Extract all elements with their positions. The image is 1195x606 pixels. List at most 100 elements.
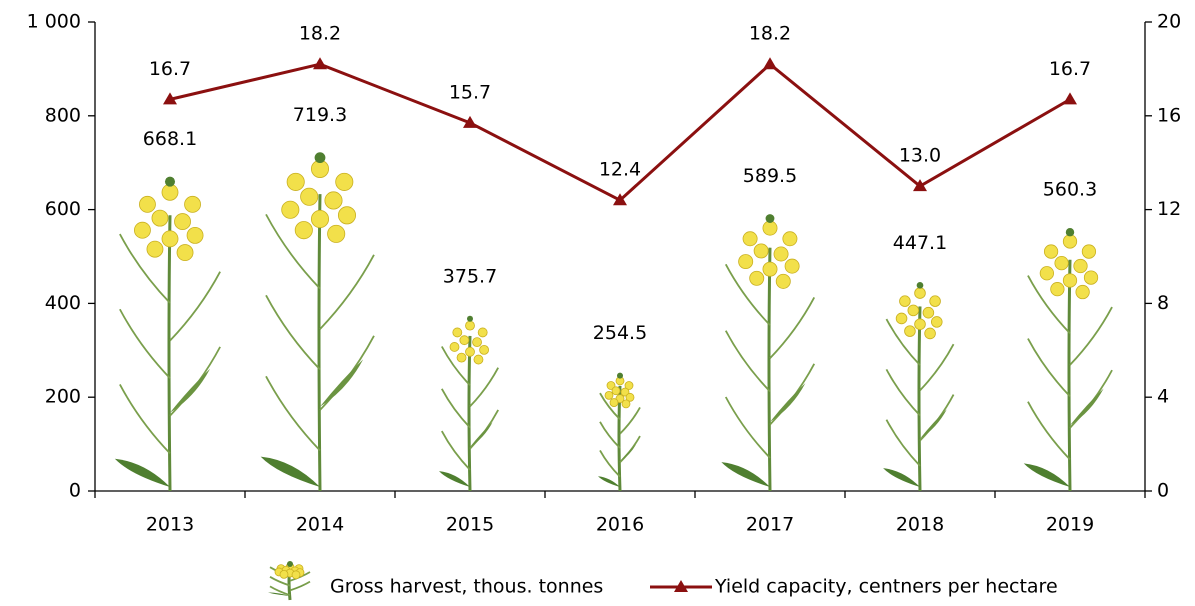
line-value-label: 12.4 bbox=[599, 159, 641, 181]
plant-branch bbox=[442, 389, 470, 428]
line-value-label: 15.7 bbox=[449, 81, 491, 103]
plant-branch bbox=[600, 422, 620, 448]
plant-flower bbox=[763, 221, 777, 235]
plant-flower bbox=[465, 347, 474, 356]
plant-bud bbox=[165, 177, 175, 187]
y-tick-label: 0 bbox=[69, 480, 81, 502]
bar-value-label: 589.5 bbox=[743, 165, 797, 187]
plant-flower bbox=[776, 274, 790, 288]
y2-tick-label: 16 bbox=[1157, 104, 1181, 126]
plant-branch bbox=[266, 295, 320, 369]
bar-value-label: 560.3 bbox=[1043, 179, 1097, 201]
plant-flower bbox=[754, 244, 768, 258]
plant-flower bbox=[915, 319, 926, 330]
line-value-label: 18.2 bbox=[299, 23, 341, 45]
y-tick-label: 600 bbox=[45, 198, 81, 220]
bar-value-label: 668.1 bbox=[143, 128, 197, 150]
plant-flower bbox=[785, 259, 799, 273]
x-tick-label: 2018 bbox=[896, 514, 944, 536]
plant-flower bbox=[287, 173, 304, 190]
plant-flower bbox=[896, 313, 907, 324]
y-tick-label: 400 bbox=[45, 292, 81, 314]
plant-branch bbox=[1028, 339, 1070, 397]
bar bbox=[883, 282, 953, 491]
plant-bud bbox=[467, 316, 473, 322]
plant-flower bbox=[185, 196, 201, 212]
line-value-label: 16.7 bbox=[1049, 58, 1091, 80]
plant-leaf bbox=[883, 468, 920, 487]
plant-leaf bbox=[170, 369, 210, 413]
plant-flower bbox=[1074, 259, 1087, 272]
y2-tick-label: 12 bbox=[1157, 198, 1181, 220]
bar-value-label: 719.3 bbox=[293, 104, 347, 126]
plant-leaf bbox=[439, 471, 470, 487]
legend-label: Gross harvest, thous. tonnes bbox=[330, 576, 603, 598]
plant-leaf bbox=[1024, 463, 1070, 487]
plant-flower bbox=[457, 353, 466, 362]
plant-branch bbox=[266, 376, 320, 450]
y2-tick-label: 20 bbox=[1157, 11, 1181, 33]
plant-branch bbox=[120, 384, 170, 453]
plant-flower bbox=[915, 288, 926, 299]
plant-flower bbox=[325, 192, 342, 209]
plant-branch bbox=[1028, 276, 1070, 334]
plant-flower bbox=[925, 328, 936, 339]
plant-flower bbox=[905, 326, 916, 337]
plant-flower bbox=[453, 328, 462, 337]
plant-flower bbox=[450, 342, 459, 351]
x-tick-label: 2013 bbox=[146, 514, 194, 536]
plant-flower bbox=[612, 387, 620, 395]
plant-flower bbox=[460, 336, 469, 345]
plant-stem bbox=[769, 248, 770, 491]
plant-branch bbox=[726, 264, 770, 325]
y-tick-label: 1 000 bbox=[27, 11, 81, 33]
legend: Gross harvest, thous. tonnesYield capaci… bbox=[268, 561, 1058, 600]
plant-flower bbox=[139, 196, 155, 212]
plant-leaf bbox=[261, 457, 320, 487]
plant-flower bbox=[923, 307, 934, 318]
plant-flower bbox=[175, 214, 191, 230]
plant-bud bbox=[287, 561, 293, 567]
plant-flower bbox=[1082, 245, 1095, 258]
plant-flower bbox=[750, 271, 764, 285]
y-tick-label: 200 bbox=[45, 386, 81, 408]
plant-flower bbox=[147, 241, 163, 257]
bar bbox=[598, 373, 640, 491]
plant-leaf bbox=[920, 409, 947, 438]
bar bbox=[115, 177, 220, 491]
plant-stem bbox=[169, 215, 170, 491]
y2-tick-label: 8 bbox=[1157, 292, 1169, 314]
plant-leaf bbox=[770, 383, 805, 422]
plant-flower bbox=[1051, 282, 1064, 295]
plant-leaf bbox=[115, 459, 170, 487]
plant-flower bbox=[1063, 274, 1076, 287]
plant-flower bbox=[280, 570, 288, 578]
line-value-label: 13.0 bbox=[899, 145, 941, 167]
plant-flower bbox=[478, 328, 487, 337]
bar-value-label: 375.7 bbox=[443, 265, 497, 287]
plant-stem bbox=[919, 306, 920, 491]
plant-leaf bbox=[1070, 389, 1104, 426]
plant-branch bbox=[726, 331, 770, 392]
plant-flower bbox=[908, 305, 919, 316]
plant-flower bbox=[763, 262, 777, 276]
plant-stem bbox=[319, 194, 320, 491]
plant-flower bbox=[338, 207, 355, 224]
line-marker bbox=[313, 57, 327, 69]
plant-flower bbox=[1076, 285, 1089, 298]
plant-flower bbox=[1040, 267, 1053, 280]
plant-flower bbox=[301, 188, 318, 205]
plant-flower bbox=[1084, 271, 1097, 284]
x-tick-label: 2015 bbox=[446, 514, 494, 536]
line-value-label: 16.7 bbox=[149, 58, 191, 80]
bar bbox=[721, 214, 814, 491]
x-tick-label: 2019 bbox=[1046, 514, 1094, 536]
plant-bud bbox=[617, 373, 623, 379]
y2-tick-label: 4 bbox=[1157, 386, 1169, 408]
plant-flower bbox=[743, 232, 757, 246]
plant-flower bbox=[328, 225, 345, 242]
plant-flower bbox=[774, 247, 788, 261]
plant-flower bbox=[336, 173, 353, 190]
x-tick-label: 2016 bbox=[596, 514, 644, 536]
plant-branch bbox=[170, 272, 220, 341]
